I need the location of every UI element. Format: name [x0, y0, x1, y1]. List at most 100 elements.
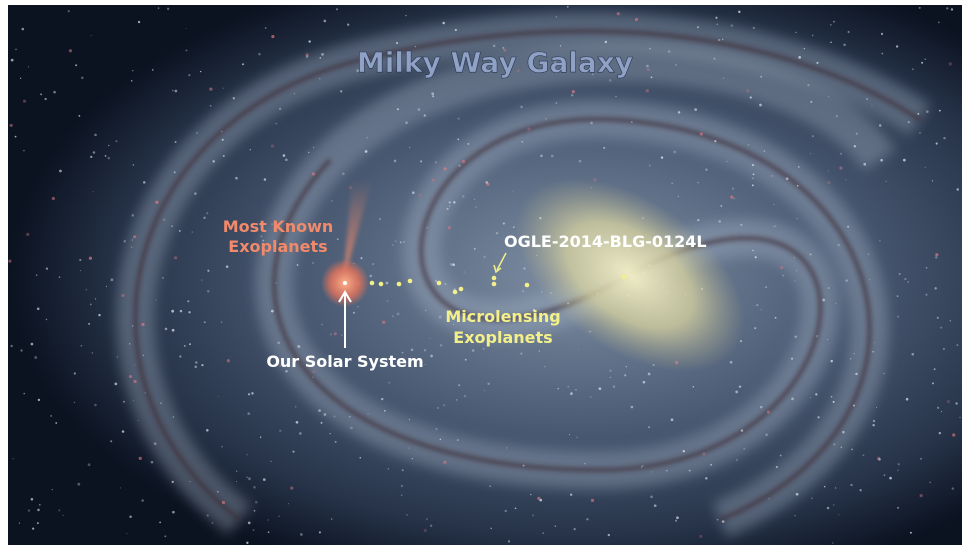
star [584, 463, 586, 465]
star [869, 279, 870, 280]
star [941, 411, 942, 412]
star [603, 147, 605, 149]
star [847, 226, 849, 228]
star [613, 386, 615, 388]
star [824, 486, 826, 488]
star [643, 381, 646, 384]
star [209, 87, 212, 90]
star [424, 114, 426, 116]
star [187, 300, 189, 302]
star [253, 529, 255, 531]
star [938, 21, 940, 23]
star [939, 110, 941, 112]
star [831, 396, 833, 398]
star [570, 494, 572, 496]
star [321, 53, 324, 56]
solar-system-label: Our Solar System [266, 352, 423, 371]
star [689, 470, 691, 472]
star [739, 385, 741, 387]
star [743, 448, 745, 450]
star [401, 485, 403, 487]
star [956, 344, 958, 346]
star [132, 70, 133, 71]
star [392, 244, 393, 245]
star [174, 171, 176, 173]
star [342, 172, 345, 175]
star [827, 507, 830, 510]
star [513, 226, 515, 228]
star [74, 372, 76, 374]
star [152, 69, 154, 71]
star [131, 246, 133, 248]
star [184, 345, 186, 347]
star [732, 188, 734, 190]
star [297, 264, 299, 266]
star [246, 454, 247, 455]
star [943, 137, 945, 139]
star [151, 461, 154, 464]
star [395, 241, 396, 242]
star [731, 24, 734, 27]
star [907, 281, 909, 283]
star [797, 218, 798, 219]
star [828, 96, 829, 97]
star [651, 77, 653, 79]
star [752, 178, 754, 180]
star [713, 58, 715, 60]
star [10, 345, 12, 347]
star [268, 531, 270, 533]
star [926, 267, 928, 269]
star [52, 197, 55, 200]
star [912, 68, 914, 70]
star [236, 471, 237, 472]
star [673, 151, 676, 154]
star [850, 484, 852, 486]
star [409, 419, 410, 420]
star [174, 256, 177, 259]
star [462, 195, 464, 197]
star [440, 344, 442, 346]
star [233, 97, 235, 99]
star [138, 21, 140, 23]
star [610, 370, 612, 372]
star [179, 355, 181, 357]
star [408, 447, 409, 448]
star [115, 140, 117, 142]
star [223, 88, 224, 89]
star [222, 139, 224, 141]
star [95, 298, 96, 299]
star [290, 487, 293, 490]
star [641, 467, 642, 468]
star [796, 493, 799, 496]
star [649, 48, 651, 50]
star [532, 514, 534, 516]
star [884, 474, 886, 476]
star [449, 201, 451, 203]
star [154, 442, 157, 445]
star [36, 274, 38, 276]
star [855, 373, 857, 375]
star [456, 399, 458, 401]
star [472, 349, 475, 352]
star [795, 32, 796, 33]
star [180, 310, 182, 312]
star [188, 311, 190, 313]
star [866, 98, 868, 100]
star [465, 359, 467, 361]
star [920, 458, 922, 460]
star [693, 386, 695, 388]
star [881, 53, 883, 55]
star [671, 183, 672, 184]
star [570, 392, 573, 395]
star [830, 24, 831, 25]
star [756, 304, 758, 306]
star [158, 7, 160, 9]
star [512, 191, 513, 192]
star [718, 220, 721, 223]
star [929, 482, 931, 484]
star [186, 28, 187, 29]
star [835, 303, 836, 304]
star [934, 287, 936, 289]
star [487, 383, 489, 385]
star [260, 437, 261, 438]
